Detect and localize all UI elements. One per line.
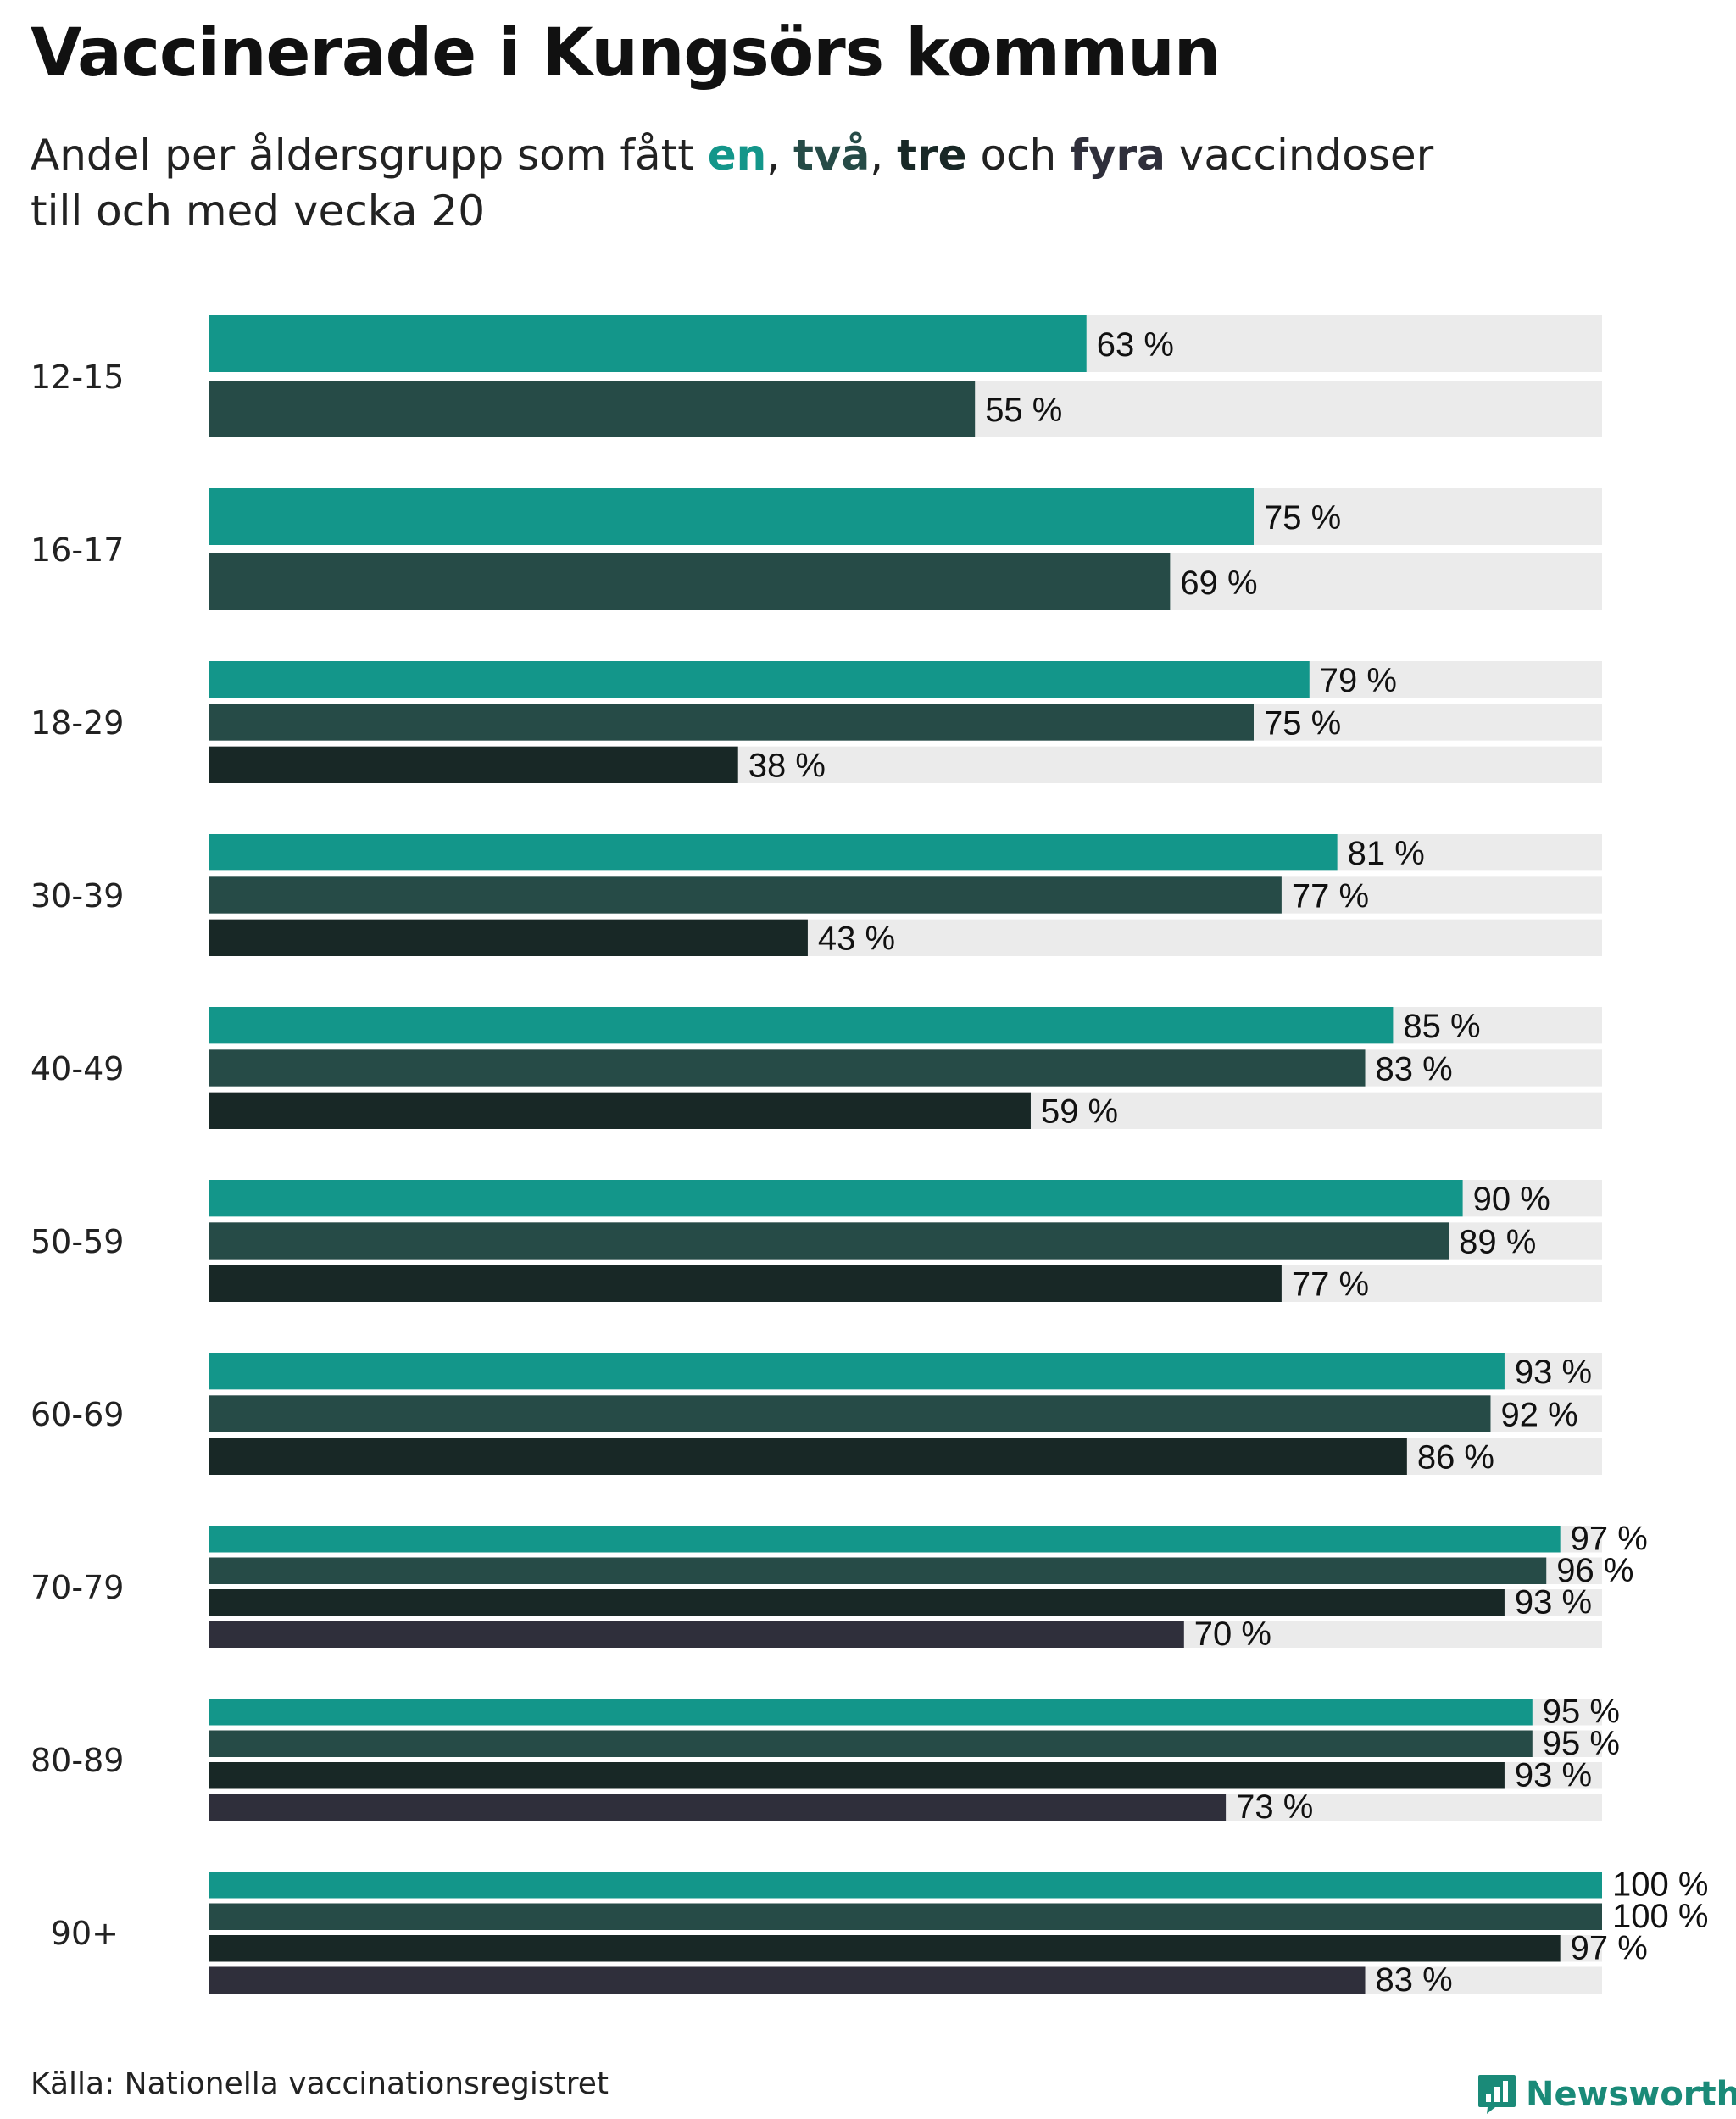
- bar-30-39-dose-1: [209, 834, 1338, 871]
- bar-60-69-dose-3: [209, 1438, 1407, 1475]
- data-label-60-69-dose-3: 86 %: [1417, 1439, 1494, 1477]
- category-label-70-79: 70-79: [31, 1569, 124, 1606]
- legend-dose-2: två: [793, 131, 871, 180]
- data-label-18-29-dose-3: 38 %: [748, 748, 826, 785]
- data-label-70-79-dose-3: 93 %: [1515, 1584, 1592, 1621]
- bar-80-89-dose-1: [209, 1699, 1533, 1726]
- category-label-90+: 90+: [51, 1915, 119, 1952]
- bar-16-17-dose-2: [209, 553, 1171, 610]
- bar-18-29-dose-1: [209, 661, 1310, 698]
- data-label-16-17-dose-1: 75 %: [1264, 499, 1341, 537]
- data-label-80-89-dose-1: 95 %: [1543, 1694, 1620, 1731]
- bar-40-49-dose-3: [209, 1092, 1031, 1129]
- data-label-60-69-dose-1: 93 %: [1515, 1354, 1592, 1391]
- subtitle-sep-3: och: [966, 131, 1071, 180]
- category-label-80-89: 80-89: [31, 1742, 124, 1779]
- bar-50-59-dose-3: [209, 1265, 1282, 1302]
- category-label-18-29: 18-29: [31, 704, 124, 742]
- brand-logo: Newsworthy: [1477, 2073, 1736, 2116]
- data-label-30-39-dose-2: 77 %: [1292, 877, 1369, 915]
- data-label-40-49-dose-3: 59 %: [1041, 1093, 1118, 1131]
- data-label-50-59-dose-1: 90 %: [1473, 1181, 1550, 1218]
- data-label-40-49-dose-2: 83 %: [1376, 1050, 1453, 1087]
- bar-60-69-dose-2: [209, 1395, 1491, 1432]
- legend-dose-1: en: [707, 131, 767, 180]
- bar-50-59-dose-2: [209, 1222, 1449, 1260]
- source-note: Källa: Nationella vaccinationsregistret: [31, 2066, 609, 2101]
- brand-name: Newsworthy: [1526, 2075, 1736, 2114]
- bar-80-89-dose-2: [209, 1730, 1533, 1757]
- bar-90+-dose-1: [209, 1872, 1602, 1899]
- bar-16-17-dose-1: [209, 488, 1254, 545]
- bar-80-89-dose-4: [209, 1794, 1227, 1821]
- bar-80-89-dose-3: [209, 1762, 1505, 1789]
- data-label-12-15-dose-2: 55 %: [985, 392, 1062, 429]
- data-label-70-79-dose-1: 97 %: [1571, 1521, 1648, 1558]
- data-label-90+-dose-3: 97 %: [1571, 1930, 1648, 1967]
- subtitle-prefix: Andel per åldersgrupp som fått: [31, 131, 708, 180]
- category-label-16-17: 16-17: [31, 531, 124, 569]
- chart-title: Vaccinerade i Kungsörs kommun: [31, 15, 1221, 92]
- bar-70-79-dose-1: [209, 1526, 1561, 1553]
- bar-40-49-dose-2: [209, 1049, 1366, 1087]
- bar-chart-badge-icon: [1478, 2075, 1516, 2114]
- data-label-70-79-dose-2: 96 %: [1556, 1552, 1633, 1589]
- bar-30-39-dose-3: [209, 919, 808, 956]
- bar-90+-dose-2: [209, 1903, 1602, 1930]
- data-label-70-79-dose-4: 70 %: [1194, 1616, 1271, 1653]
- subtitle-sep-2: ,: [870, 131, 898, 180]
- legend-dose-3: tre: [897, 131, 967, 180]
- data-label-90+-dose-1: 100 %: [1612, 1866, 1708, 1904]
- legend-dose-4: fyra: [1070, 131, 1166, 180]
- data-label-50-59-dose-2: 89 %: [1459, 1223, 1536, 1260]
- chart-subtitle: Andel per åldersgrupp som fått en, två, …: [31, 127, 1433, 239]
- bar-90+-dose-4: [209, 1966, 1366, 1994]
- data-label-30-39-dose-1: 81 %: [1348, 835, 1425, 872]
- bar-18-29-dose-2: [209, 704, 1254, 741]
- subtitle-line-2: till och med vecka 20: [31, 186, 486, 236]
- data-label-18-29-dose-2: 75 %: [1264, 704, 1341, 742]
- category-label-12-15: 12-15: [31, 359, 124, 396]
- bar-90+-dose-3: [209, 1935, 1561, 1962]
- data-label-40-49-dose-1: 85 %: [1403, 1008, 1480, 1045]
- subtitle-suffix: vaccindoser: [1165, 131, 1434, 180]
- category-label-60-69: 60-69: [31, 1396, 124, 1433]
- bar-18-29-dose-3: [209, 746, 738, 783]
- data-label-12-15-dose-1: 63 %: [1097, 326, 1174, 364]
- data-label-80-89-dose-3: 93 %: [1515, 1757, 1592, 1794]
- bar-70-79-dose-4: [209, 1621, 1184, 1648]
- category-label-40-49: 40-49: [31, 1050, 124, 1087]
- data-label-90+-dose-4: 83 %: [1376, 1961, 1453, 1999]
- bar-50-59-dose-1: [209, 1180, 1463, 1217]
- subtitle-line-1: Andel per åldersgrupp som fått en, två, …: [31, 127, 1433, 183]
- data-label-60-69-dose-2: 92 %: [1500, 1396, 1577, 1433]
- data-label-80-89-dose-2: 95 %: [1543, 1725, 1620, 1762]
- data-label-30-39-dose-3: 43 %: [818, 920, 895, 958]
- bar-30-39-dose-2: [209, 876, 1282, 914]
- bar-40-49-dose-1: [209, 1007, 1394, 1044]
- bar-60-69-dose-1: [209, 1353, 1505, 1390]
- bar-70-79-dose-2: [209, 1557, 1547, 1584]
- bar-12-15-dose-1: [209, 315, 1087, 372]
- bar-12-15-dose-2: [209, 381, 976, 437]
- data-label-80-89-dose-4: 73 %: [1236, 1788, 1313, 1826]
- bar-70-79-dose-3: [209, 1589, 1505, 1616]
- data-label-16-17-dose-2: 69 %: [1180, 565, 1257, 602]
- data-label-90+-dose-2: 100 %: [1612, 1898, 1708, 1935]
- data-label-18-29-dose-1: 79 %: [1320, 662, 1397, 699]
- category-label-50-59: 50-59: [31, 1223, 124, 1260]
- category-label-30-39: 30-39: [31, 877, 124, 915]
- data-label-50-59-dose-3: 77 %: [1292, 1266, 1369, 1304]
- subtitle-sep-1: ,: [766, 131, 794, 180]
